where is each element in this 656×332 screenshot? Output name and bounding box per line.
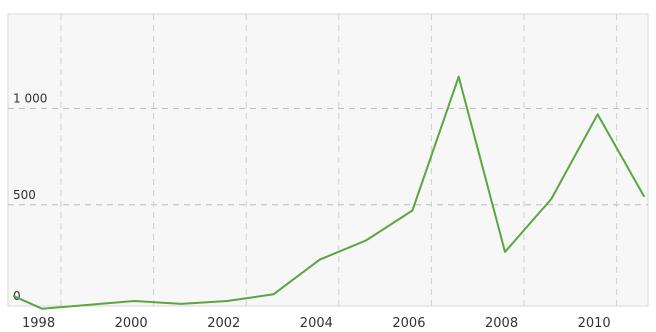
data-point	[504, 251, 506, 253]
series-layer	[13, 75, 645, 310]
x-tick-label: 2000	[115, 316, 148, 331]
x-tick-label: 2010	[578, 316, 611, 331]
data-point	[457, 75, 460, 78]
data-point	[643, 195, 645, 197]
grid-lines	[8, 14, 648, 306]
data-point	[319, 258, 321, 261]
data-point	[180, 303, 182, 305]
x-tick-label: 2008	[485, 316, 518, 331]
data-point	[87, 304, 90, 306]
data-point	[550, 198, 553, 200]
x-tick-label: 1998	[22, 316, 55, 331]
data-point	[596, 113, 599, 116]
data-point	[272, 293, 275, 296]
data-point	[133, 300, 136, 302]
data-point	[365, 239, 367, 242]
x-axis-tick-labels: 1998 2000 2002 2004 2006 2008 2010	[22, 316, 611, 331]
x-tick-label: 2004	[300, 316, 333, 331]
x-tick-label: 2002	[207, 316, 240, 331]
y-axis-tick-labels: 0 500 1 000	[13, 92, 47, 304]
data-point	[13, 295, 15, 298]
data-point	[411, 209, 414, 212]
data-point	[226, 300, 228, 302]
y-tick-label: 0	[13, 289, 21, 303]
y-tick-label: 1 000	[13, 92, 47, 106]
plot-background	[7, 13, 649, 307]
data-point	[41, 307, 43, 310]
x-tick-label: 2006	[392, 316, 425, 331]
y-tick-label: 500	[13, 188, 36, 202]
